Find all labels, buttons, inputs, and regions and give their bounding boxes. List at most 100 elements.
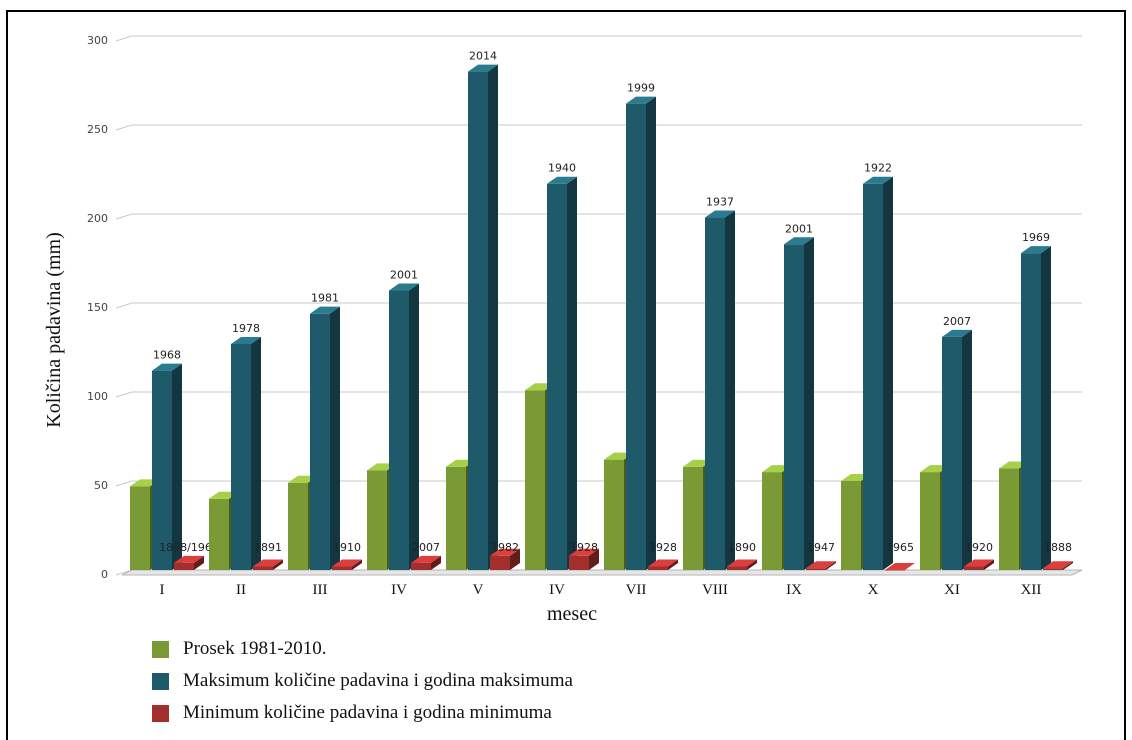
year-label-maximum: 2001 [390, 269, 418, 282]
x-tick-label: IV [549, 582, 565, 598]
bar-top-maximum [705, 210, 735, 218]
year-label-minimum: 1890 [728, 541, 756, 554]
year-label-maximum: 1981 [311, 292, 339, 305]
bar-side-minimum [194, 555, 204, 570]
bar-side-maximum [488, 64, 498, 570]
y-tick-label: 200 [87, 212, 108, 225]
y-axis-title: Količina padavina (mm) [43, 232, 65, 428]
year-label-minimum: 2007 [412, 541, 440, 554]
year-label-minimum: 1910 [333, 541, 361, 554]
bar-front-minimum [806, 568, 826, 570]
bar-side-minimum [668, 559, 678, 570]
bar-side-maximum [1041, 246, 1051, 570]
y-tick-label: 50 [94, 479, 108, 492]
bar-side-minimum [431, 555, 441, 570]
x-tick-label: I [160, 582, 165, 598]
grid-line-diagonal [115, 302, 133, 309]
bars-layer: 1968 1898/1964 1978 1891 1981 1910 2001 2007 201… [130, 50, 1073, 571]
x-tick-label: II [236, 582, 246, 598]
bar-front-minimum [569, 555, 589, 570]
bar-maximum: 1937 [705, 196, 735, 570]
bar-maximum: 1969 [1021, 231, 1051, 570]
bar-maximum: 2014 [468, 50, 498, 570]
bar-side-minimum [826, 561, 836, 570]
bar-front-average [920, 472, 940, 570]
bar-side-minimum [1063, 561, 1073, 570]
y-tick-label: 0 [101, 568, 108, 581]
bar-front-maximum [705, 217, 725, 570]
bar-minimum: 1947 [806, 541, 836, 570]
x-tick-label: X [868, 582, 879, 598]
bar-side-minimum [273, 559, 283, 570]
bar-front-average [525, 390, 545, 570]
bar-top-maximum [152, 363, 182, 371]
bar-front-minimum [411, 562, 431, 570]
y-tick-label: 250 [87, 123, 108, 136]
bar-top-maximum [310, 306, 340, 314]
legend-label-average: Prosek 1981-2010. [183, 638, 327, 659]
bar-side-minimum [984, 559, 994, 570]
bar-front-average [762, 472, 782, 570]
bar-side-minimum [589, 548, 599, 570]
bar-side-minimum [352, 559, 362, 570]
bar-side-maximum [804, 237, 814, 570]
bar-top-maximum [863, 176, 893, 184]
bar-front-minimum [648, 566, 668, 570]
bar-front-average [209, 498, 229, 570]
bar-front-average [130, 486, 150, 570]
bar-top-minimum [174, 555, 204, 563]
bar-minimum: 1928 [569, 541, 599, 570]
x-axis-title: mesec [547, 603, 597, 625]
x-tick-label: IX [786, 582, 802, 598]
bar-front-average [446, 466, 466, 570]
bar-top-minimum [253, 559, 283, 567]
y-tick-label: 150 [87, 301, 108, 314]
bar-maximum: 2001 [389, 269, 419, 570]
bar-top-minimum [885, 563, 915, 570]
bar-maximum: 2007 [942, 315, 972, 570]
year-label-maximum: 1999 [627, 82, 655, 95]
legend-item-average: Prosek 1981-2010. [152, 633, 573, 665]
chart-floor [121, 569, 1083, 576]
bar-front-average [288, 482, 308, 570]
bar-side-maximum [725, 210, 735, 570]
bar-minimum: 1890 [727, 541, 757, 570]
bar-top-maximum [942, 329, 972, 337]
year-label-minimum: 1920 [965, 541, 993, 554]
x-tick-label: XI [944, 582, 960, 598]
bar-front-maximum [1021, 253, 1041, 570]
legend-swatch-maximum [152, 672, 169, 690]
bar-top-minimum [648, 559, 678, 567]
year-label-maximum: 1978 [232, 322, 260, 335]
bar-front-average [604, 459, 624, 570]
legend-label-minimum: Minimum količine padavina i godina minim… [183, 702, 552, 723]
bar-front-average [999, 468, 1019, 570]
x-axis-labels: I II III IV V IV VII VIII IX X XI XII [160, 582, 1042, 598]
bar-front-minimum [174, 562, 194, 570]
bar-maximum: 1981 [310, 292, 340, 570]
bar-front-maximum [547, 183, 567, 571]
bar-maximum: 1978 [231, 322, 261, 570]
grid-line-diagonal [115, 480, 133, 487]
y-axis-ticks: 0 50 100 150 200 250 300 [87, 34, 108, 581]
bar-minimum: 1910 [332, 541, 362, 570]
grid-line-diagonal [115, 213, 133, 220]
bar-top-minimum [569, 548, 599, 556]
legend-swatch-average [152, 640, 169, 658]
bar-top-maximum [389, 283, 419, 291]
year-label-maximum: 1940 [548, 162, 576, 175]
year-label-maximum: 1968 [153, 349, 181, 362]
x-tick-label: VIII [702, 582, 728, 598]
bar-front-maximum [389, 290, 409, 570]
bar-maximum: 1999 [626, 82, 656, 570]
year-label-minimum: 1928 [570, 541, 598, 554]
bar-side-maximum [409, 283, 419, 570]
bar-top-minimum [411, 555, 441, 563]
bar-maximum: 1922 [863, 162, 893, 571]
bar-front-minimum [490, 555, 510, 570]
bar-side-minimum [510, 548, 520, 570]
bar-front-minimum [332, 566, 352, 570]
bar-side-maximum [172, 363, 182, 570]
legend-swatch-minimum [152, 704, 169, 722]
